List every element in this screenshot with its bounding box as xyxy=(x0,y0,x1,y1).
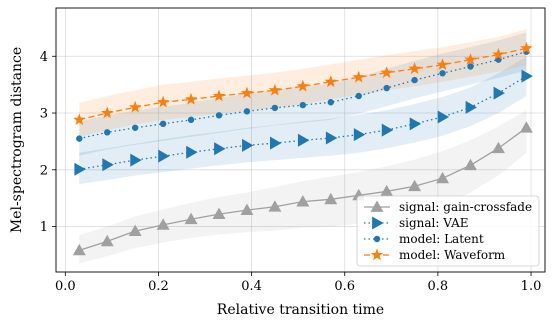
data-point-0 xyxy=(491,141,505,154)
data-point-2 xyxy=(327,99,334,106)
data-point-1 xyxy=(102,158,114,172)
data-point-0 xyxy=(268,200,282,212)
y-tick-label: 2 xyxy=(40,163,48,178)
x-tick-label: 1.0 xyxy=(521,279,542,294)
data-point-1 xyxy=(74,162,86,176)
legend: signal: gain-crossfade signal: VAE model: … xyxy=(356,195,540,267)
data-point-1 xyxy=(214,142,226,156)
data-point-3 xyxy=(352,70,365,83)
legend-label: signal: gain-crossfade xyxy=(399,200,532,214)
legend-marker xyxy=(370,248,384,261)
data-point-0 xyxy=(296,195,310,207)
data-point-0 xyxy=(128,224,142,236)
x-tick-label: 0.8 xyxy=(428,279,449,294)
x-axis-label: Relative transition time xyxy=(217,302,384,318)
x-tick-label: 0.0 xyxy=(55,279,76,294)
data-point-2 xyxy=(299,101,307,109)
data-point-1 xyxy=(465,100,477,114)
legend-label: model: Latent xyxy=(399,232,484,246)
data-point-2 xyxy=(76,135,83,142)
data-point-2 xyxy=(383,84,390,92)
data-point-0 xyxy=(519,121,533,133)
data-point-2 xyxy=(187,116,195,124)
data-point-3 xyxy=(268,83,282,96)
data-point-1 xyxy=(493,86,505,100)
plot-frame xyxy=(55,7,546,273)
data-point-3 xyxy=(520,41,533,54)
data-point-3 xyxy=(380,66,393,78)
data-point-2 xyxy=(411,76,418,84)
y-axis-label: Mel-spectrogram distance xyxy=(9,47,25,233)
legend-marker xyxy=(372,216,384,230)
data-point-3 xyxy=(73,113,86,126)
data-point-1 xyxy=(270,136,282,150)
data-point-0 xyxy=(463,158,477,171)
data-point-1 xyxy=(242,138,254,152)
data-point-2 xyxy=(131,124,139,131)
data-point-2 xyxy=(243,108,251,115)
data-point-3 xyxy=(436,58,449,71)
y-tick-label: 3 xyxy=(40,107,48,122)
data-point-0 xyxy=(184,212,198,225)
data-point-2 xyxy=(467,63,474,70)
data-point-3 xyxy=(408,62,421,75)
data-point-3 xyxy=(296,79,310,92)
data-point-3 xyxy=(492,48,505,60)
data-point-1 xyxy=(437,110,450,124)
series-markers xyxy=(72,41,533,256)
x-tick-label: 0.4 xyxy=(241,279,262,294)
data-point-1 xyxy=(186,145,198,159)
data-point-2 xyxy=(215,112,223,119)
data-point-1 xyxy=(381,123,394,137)
data-point-3 xyxy=(184,92,198,105)
legend-box xyxy=(356,195,540,267)
legend-label: model: Waveform xyxy=(399,248,506,262)
data-point-3 xyxy=(156,95,170,108)
data-point-0 xyxy=(240,203,254,215)
data-point-0 xyxy=(156,218,170,230)
data-point-0 xyxy=(212,207,226,219)
series-line-3 xyxy=(79,47,527,121)
confidence-band-0 xyxy=(79,110,527,264)
data-point-1 xyxy=(409,117,422,131)
data-point-0 xyxy=(408,179,422,192)
data-point-2 xyxy=(439,70,446,77)
legend-label: signal: VAE xyxy=(399,216,469,230)
data-point-3 xyxy=(324,75,337,88)
data-point-0 xyxy=(324,192,338,205)
data-point-2 xyxy=(159,120,167,128)
legend-marker xyxy=(370,200,384,212)
data-point-3 xyxy=(240,86,254,99)
data-point-3 xyxy=(128,100,142,113)
data-point-3 xyxy=(464,53,477,65)
y-tick-label: 1 xyxy=(40,220,48,235)
data-point-1 xyxy=(521,69,533,83)
data-point-3 xyxy=(212,89,226,102)
data-point-1 xyxy=(325,131,338,145)
data-point-1 xyxy=(353,128,366,142)
data-point-0 xyxy=(436,171,450,184)
data-point-3 xyxy=(101,106,114,119)
data-point-2 xyxy=(355,92,362,100)
x-axis-ticks: 0.0 0.2 0.4 0.6 0.8 1.0 xyxy=(55,272,541,294)
data-point-0 xyxy=(72,243,86,256)
data-point-2 xyxy=(271,104,279,112)
x-tick-label: 0.2 xyxy=(148,279,169,294)
y-axis-ticks: 1 2 3 4 xyxy=(40,50,56,235)
data-point-1 xyxy=(158,149,170,163)
data-point-1 xyxy=(130,153,142,167)
data-point-0 xyxy=(100,234,114,247)
data-point-1 xyxy=(297,133,310,147)
y-tick-label: 4 xyxy=(40,50,48,65)
legend-marker xyxy=(373,235,381,243)
data-point-2 xyxy=(104,129,111,136)
x-tick-label: 0.6 xyxy=(334,279,355,294)
data-point-0 xyxy=(380,184,394,197)
